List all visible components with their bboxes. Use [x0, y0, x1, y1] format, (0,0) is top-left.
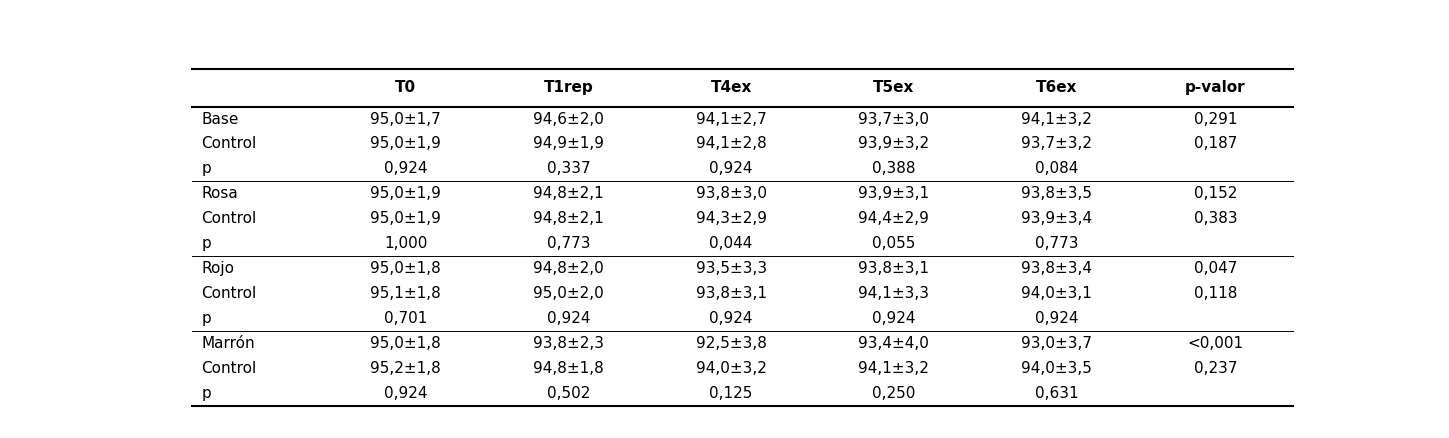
- Text: 0,701: 0,701: [384, 311, 427, 326]
- Text: 0,383: 0,383: [1194, 211, 1237, 226]
- Text: Control: Control: [201, 137, 256, 152]
- Text: T4ex: T4ex: [710, 81, 752, 95]
- Text: 94,1±2,8: 94,1±2,8: [696, 137, 767, 152]
- Text: 0,084: 0,084: [1035, 162, 1078, 177]
- Text: 0,125: 0,125: [710, 386, 753, 401]
- Text: 0,924: 0,924: [546, 311, 590, 326]
- Text: 0,237: 0,237: [1194, 361, 1237, 376]
- Text: p: p: [201, 162, 212, 177]
- Text: 94,0±3,5: 94,0±3,5: [1022, 361, 1093, 376]
- Text: 93,7±3,2: 93,7±3,2: [1022, 137, 1093, 152]
- Text: 94,8±1,8: 94,8±1,8: [533, 361, 604, 376]
- Text: 0,187: 0,187: [1194, 137, 1237, 152]
- Text: 93,9±3,4: 93,9±3,4: [1022, 211, 1093, 226]
- Text: <0,001: <0,001: [1187, 336, 1243, 351]
- Text: 95,0±1,9: 95,0±1,9: [369, 187, 440, 201]
- Text: 0,388: 0,388: [872, 162, 916, 177]
- Text: 95,0±1,9: 95,0±1,9: [369, 137, 440, 152]
- Text: 93,5±3,3: 93,5±3,3: [696, 261, 767, 276]
- Text: T1rep: T1rep: [543, 81, 593, 95]
- Text: 95,0±1,7: 95,0±1,7: [369, 112, 440, 127]
- Text: 93,9±3,1: 93,9±3,1: [858, 187, 929, 201]
- Text: Base: Base: [201, 112, 239, 127]
- Text: 92,5±3,8: 92,5±3,8: [696, 336, 767, 351]
- Text: 0,924: 0,924: [384, 386, 427, 401]
- Text: 94,1±3,3: 94,1±3,3: [858, 286, 929, 301]
- Text: 94,9±1,9: 94,9±1,9: [533, 137, 604, 152]
- Text: 0,924: 0,924: [384, 162, 427, 177]
- Text: 95,2±1,8: 95,2±1,8: [369, 361, 440, 376]
- Text: 0,924: 0,924: [1035, 311, 1078, 326]
- Text: T6ex: T6ex: [1036, 81, 1078, 95]
- Text: 94,0±3,1: 94,0±3,1: [1022, 286, 1093, 301]
- Text: p: p: [201, 386, 212, 401]
- Text: 94,1±3,2: 94,1±3,2: [858, 361, 929, 376]
- Text: 94,8±2,0: 94,8±2,0: [533, 261, 604, 276]
- Text: 0,044: 0,044: [710, 236, 753, 251]
- Text: 93,4±4,0: 93,4±4,0: [858, 336, 929, 351]
- Text: 95,0±2,0: 95,0±2,0: [533, 286, 604, 301]
- Text: 0,055: 0,055: [872, 236, 916, 251]
- Text: p-valor: p-valor: [1185, 81, 1246, 95]
- Text: 94,4±2,9: 94,4±2,9: [858, 211, 929, 226]
- Text: 94,1±3,2: 94,1±3,2: [1022, 112, 1093, 127]
- Text: 0,631: 0,631: [1035, 386, 1078, 401]
- Text: 0,502: 0,502: [546, 386, 590, 401]
- Text: 93,9±3,2: 93,9±3,2: [858, 137, 929, 152]
- Text: 94,1±2,7: 94,1±2,7: [696, 112, 767, 127]
- Text: 0,337: 0,337: [546, 162, 590, 177]
- Text: 93,8±2,3: 93,8±2,3: [533, 336, 604, 351]
- Text: T5ex: T5ex: [874, 81, 914, 95]
- Text: 0,291: 0,291: [1194, 112, 1237, 127]
- Text: 93,7±3,0: 93,7±3,0: [858, 112, 929, 127]
- Text: 94,3±2,9: 94,3±2,9: [696, 211, 767, 226]
- Text: 0,118: 0,118: [1194, 286, 1237, 301]
- Text: 1,000: 1,000: [384, 236, 427, 251]
- Text: 95,0±1,8: 95,0±1,8: [369, 336, 440, 351]
- Text: 93,8±3,1: 93,8±3,1: [858, 261, 929, 276]
- Text: Control: Control: [201, 211, 256, 226]
- Text: 0,047: 0,047: [1194, 261, 1237, 276]
- Text: 93,0±3,7: 93,0±3,7: [1022, 336, 1093, 351]
- Text: Rojo: Rojo: [201, 261, 235, 276]
- Text: p: p: [201, 311, 212, 326]
- Text: 94,0±3,2: 94,0±3,2: [696, 361, 767, 376]
- Text: 93,8±3,5: 93,8±3,5: [1022, 187, 1093, 201]
- Text: Control: Control: [201, 361, 256, 376]
- Text: Rosa: Rosa: [201, 187, 238, 201]
- Text: 0,924: 0,924: [710, 311, 753, 326]
- Text: 94,8±2,1: 94,8±2,1: [533, 187, 604, 201]
- Text: 0,773: 0,773: [546, 236, 590, 251]
- Text: 93,8±3,1: 93,8±3,1: [696, 286, 767, 301]
- Text: 94,8±2,1: 94,8±2,1: [533, 211, 604, 226]
- Text: 93,8±3,0: 93,8±3,0: [696, 187, 767, 201]
- Text: 0,773: 0,773: [1035, 236, 1078, 251]
- Text: 94,6±2,0: 94,6±2,0: [533, 112, 604, 127]
- Text: 0,152: 0,152: [1194, 187, 1237, 201]
- Text: T0: T0: [396, 81, 416, 95]
- Text: 0,924: 0,924: [710, 162, 753, 177]
- Text: Marrón: Marrón: [201, 336, 255, 351]
- Text: 95,1±1,8: 95,1±1,8: [369, 286, 440, 301]
- Text: 0,924: 0,924: [872, 311, 916, 326]
- Text: p: p: [201, 236, 212, 251]
- Text: 95,0±1,9: 95,0±1,9: [369, 211, 440, 226]
- Text: 93,8±3,4: 93,8±3,4: [1022, 261, 1093, 276]
- Text: 95,0±1,8: 95,0±1,8: [369, 261, 440, 276]
- Text: Control: Control: [201, 286, 256, 301]
- Text: 0,250: 0,250: [872, 386, 916, 401]
